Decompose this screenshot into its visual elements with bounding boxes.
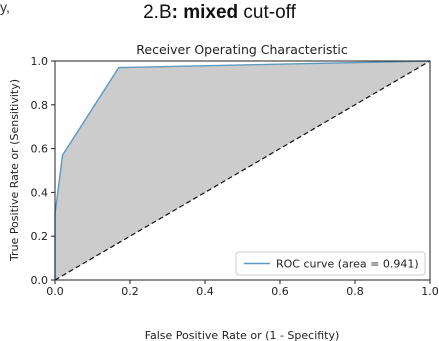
legend-box — [235, 251, 426, 276]
figure-caption: 2.B: mixed cut-off — [0, 2, 439, 24]
x-tick-label: 0.2 — [121, 285, 139, 298]
chance-line — [54, 60, 431, 281]
y-tick-label: 0.4 — [31, 186, 49, 199]
y-tick-label: 1.0 — [31, 55, 49, 68]
x-axis-label: False Positive Rate or (1 - Specifity) — [145, 329, 340, 341]
y-tick-label: 0.2 — [31, 230, 49, 243]
caption-suffix: cut-off — [238, 2, 296, 23]
y-tick-label: 0.0 — [31, 274, 49, 287]
reference-diagonal — [54, 60, 431, 281]
x-tick-label: 1.0 — [421, 285, 439, 298]
chart-title: Receiver Operating Characteristic — [136, 42, 348, 57]
legend-label: ROC curve (area = 0.941) — [276, 258, 419, 271]
x-tick-label: 0.0 — [46, 285, 64, 298]
caption-bold: : mixed — [171, 2, 239, 23]
x-tick-label: 0.8 — [346, 285, 364, 298]
y-tick-label: 0.8 — [31, 99, 49, 112]
x-tick-label: 0.6 — [271, 285, 289, 298]
y-axis-label: True Positive Rate or (Sensitivity) — [8, 79, 21, 262]
legend: ROC curve (area = 0.941) — [235, 251, 426, 276]
y-tick-label: 0.6 — [31, 143, 49, 156]
caption-prefix: 2.B — [143, 2, 172, 23]
x-axis-ticks: 0.0 0.2 0.4 0.6 0.8 1.0 — [46, 280, 439, 298]
plot-frame — [54, 60, 431, 281]
x-tick-label: 0.4 — [196, 285, 214, 298]
y-axis-ticks: 0.0 0.2 0.4 0.6 0.8 1.0 — [31, 55, 55, 287]
cropped-text-fragment: y, — [0, 0, 10, 15]
